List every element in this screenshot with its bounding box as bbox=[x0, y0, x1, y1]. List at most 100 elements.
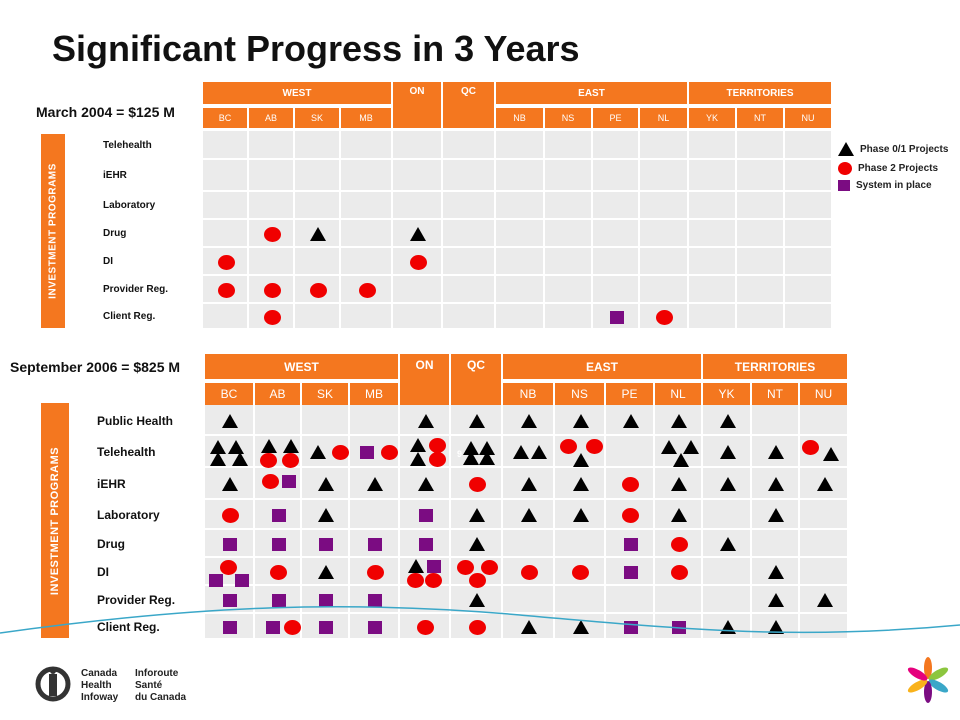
phase-2-circle-icon bbox=[656, 309, 673, 325]
grid-cell bbox=[545, 131, 593, 160]
phase-0-1-triangle-icon bbox=[407, 559, 424, 573]
grid-cell bbox=[545, 304, 593, 330]
phase-0-1-triangle-icon bbox=[521, 508, 537, 522]
region-header-territories: TERRITORIES bbox=[703, 354, 847, 379]
flower-icon bbox=[907, 657, 949, 703]
phase-0-1-triangle-icon bbox=[671, 508, 687, 522]
logo-fr-line-3: du Canada bbox=[135, 692, 187, 703]
grid-cell bbox=[606, 405, 655, 436]
phase-0-1-triangle-icon bbox=[768, 565, 784, 579]
phase-0-1-triangle-icon bbox=[479, 451, 495, 465]
grid-cell bbox=[752, 405, 800, 436]
grid-cell bbox=[393, 160, 443, 192]
phase-2-circle-icon bbox=[468, 572, 486, 588]
grid-cell bbox=[593, 248, 640, 276]
grid-cell bbox=[249, 248, 295, 276]
grid-cell bbox=[593, 220, 640, 248]
phase-0-1-triangle-icon bbox=[310, 227, 326, 241]
period-label: March 2004 = $125 M bbox=[36, 104, 175, 120]
grid-cell bbox=[393, 276, 443, 304]
system-in-place-square-icon bbox=[623, 565, 638, 579]
system-in-place-square-icon bbox=[672, 620, 686, 634]
grid-cell bbox=[593, 131, 640, 160]
phase-2-circle-icon bbox=[468, 476, 486, 492]
grid-cell bbox=[737, 276, 785, 304]
grid-cell bbox=[205, 530, 255, 558]
system-in-place-square-icon bbox=[368, 620, 382, 634]
phase-0-1-triangle-icon bbox=[282, 439, 299, 453]
grid-cell bbox=[593, 276, 640, 304]
phase-0-1-triangle-icon bbox=[318, 508, 334, 522]
phase-2-circle-icon bbox=[425, 572, 442, 588]
system-in-place-square-icon bbox=[271, 537, 286, 551]
row-label-cell bbox=[91, 586, 205, 614]
grid-cell bbox=[785, 304, 833, 330]
grid-cell bbox=[689, 192, 737, 220]
phase-0-1-triangle-icon bbox=[719, 537, 736, 551]
grid-cell bbox=[443, 131, 496, 160]
phase-0-1-triangle-icon bbox=[768, 620, 784, 634]
phase-2-circle-icon bbox=[572, 564, 589, 580]
region-header-east: EAST bbox=[503, 354, 701, 379]
grid-cell bbox=[393, 304, 443, 330]
grid-cell bbox=[689, 160, 737, 192]
investment-programs-bar: INVESTMENT PROGRAMS bbox=[41, 403, 69, 638]
grid-cell bbox=[606, 586, 655, 614]
row-label: Client Reg. bbox=[103, 311, 156, 322]
legend-label: Phase 0/1 Projects bbox=[860, 143, 949, 155]
grid-cell bbox=[496, 220, 545, 248]
phase-0-1-triangle-icon bbox=[222, 477, 238, 491]
phase-2-circle-icon bbox=[622, 476, 639, 492]
grid-cell bbox=[800, 614, 849, 640]
grid-cell bbox=[737, 304, 785, 330]
grid-cell bbox=[203, 192, 249, 220]
region-header-west: WEST bbox=[203, 82, 391, 104]
province-header-nl: NL bbox=[640, 106, 687, 128]
province-header-ns: NS bbox=[545, 106, 591, 128]
region-header-west: WEST bbox=[205, 354, 398, 379]
row-label: iEHR bbox=[103, 170, 127, 181]
row-label: Drug bbox=[97, 537, 125, 551]
phase-2-circle-icon bbox=[429, 451, 446, 467]
grid-cell bbox=[496, 304, 545, 330]
row-label-cell bbox=[97, 248, 203, 276]
grid-cell bbox=[295, 192, 341, 220]
phase-0-1-triangle-icon bbox=[210, 440, 226, 454]
legend-label: Phase 2 Projects bbox=[858, 163, 939, 174]
cell-note: 9 bbox=[457, 449, 463, 459]
province-header-sk: SK bbox=[302, 381, 348, 405]
row-label: DI bbox=[103, 256, 113, 267]
page-title: Significant Progress in 3 Years bbox=[52, 28, 580, 69]
system-in-place-square-icon bbox=[223, 620, 237, 634]
phase-0-1-triangle-icon bbox=[822, 447, 839, 461]
phase-2-circle-icon bbox=[217, 282, 235, 298]
grid-cell bbox=[689, 276, 737, 304]
grid-cell bbox=[302, 500, 350, 530]
grid-cell bbox=[249, 131, 295, 160]
grid-cell bbox=[545, 276, 593, 304]
phase-0-1-triangle-icon bbox=[531, 445, 547, 459]
row-label: DI bbox=[97, 565, 109, 579]
grid-cell bbox=[640, 192, 689, 220]
grid-cell bbox=[341, 304, 393, 330]
grid-cell bbox=[302, 586, 350, 614]
row-label-cell bbox=[97, 276, 203, 304]
system-in-place-square-icon bbox=[319, 593, 333, 607]
logo-en-line-1: Canada bbox=[81, 668, 118, 679]
grid-cell bbox=[785, 192, 833, 220]
province-header-ab: AB bbox=[255, 381, 300, 405]
row-label: Telehealth bbox=[97, 445, 156, 459]
system-in-place-square-icon bbox=[623, 537, 638, 551]
row-label-cell bbox=[97, 131, 203, 160]
row-label-cell bbox=[91, 436, 205, 468]
grid-cell bbox=[689, 131, 737, 160]
province-header-bc: BC bbox=[205, 381, 253, 405]
phase-0-1-triangle-icon bbox=[572, 477, 589, 491]
grid-cell bbox=[737, 220, 785, 248]
phase-2-circle-icon bbox=[260, 452, 277, 468]
province-header-nb: NB bbox=[496, 106, 543, 128]
phase-2-circle-icon bbox=[520, 564, 538, 580]
system-in-place-square-icon bbox=[609, 310, 624, 324]
investment-programs-label: INVESTMENT PROGRAMS bbox=[47, 163, 59, 299]
system-in-place-square-icon bbox=[838, 180, 850, 191]
